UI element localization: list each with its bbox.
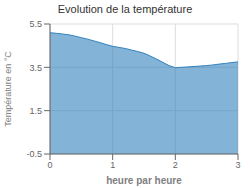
svg-text:5.5: 5.5 [29,19,42,29]
svg-text:1: 1 [110,160,115,170]
svg-text:Température en °C: Température en °C [8,51,13,127]
svg-text:3: 3 [235,160,240,170]
svg-text:2: 2 [173,160,178,170]
svg-text:-0.5: -0.5 [26,149,42,159]
html-text:Evolution de la température: Evolution de la température [57,3,193,15]
svg-text:0: 0 [47,160,52,170]
svg-text:heure par heure: heure par heure [106,175,182,186]
svg-text:1.5: 1.5 [29,106,42,116]
svg-text:3.5: 3.5 [29,63,42,73]
